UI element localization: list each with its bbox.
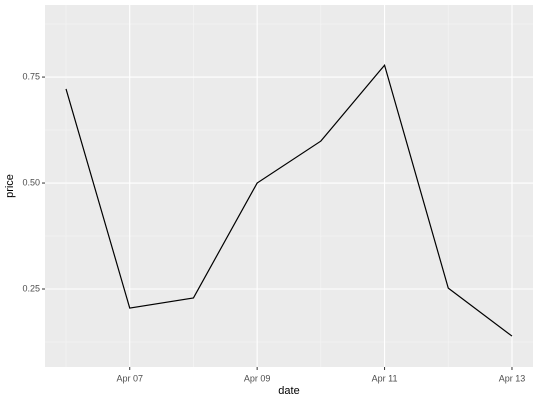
line xyxy=(65,63,513,337)
y-tick-label: 0.50 xyxy=(22,177,40,187)
x-tick-label: Apr 07 xyxy=(116,373,143,383)
panel xyxy=(45,5,533,367)
x-tick-label: Apr 11 xyxy=(372,373,398,383)
y-tick-label: 0.75 xyxy=(22,71,40,81)
x-tick-label: Apr 09 xyxy=(244,373,271,383)
x-tick-label: Apr 13 xyxy=(499,373,526,383)
y-axis-title: price xyxy=(4,174,16,198)
y-tick-label: 0.25 xyxy=(22,283,40,293)
x-axis-title: date xyxy=(278,385,299,397)
